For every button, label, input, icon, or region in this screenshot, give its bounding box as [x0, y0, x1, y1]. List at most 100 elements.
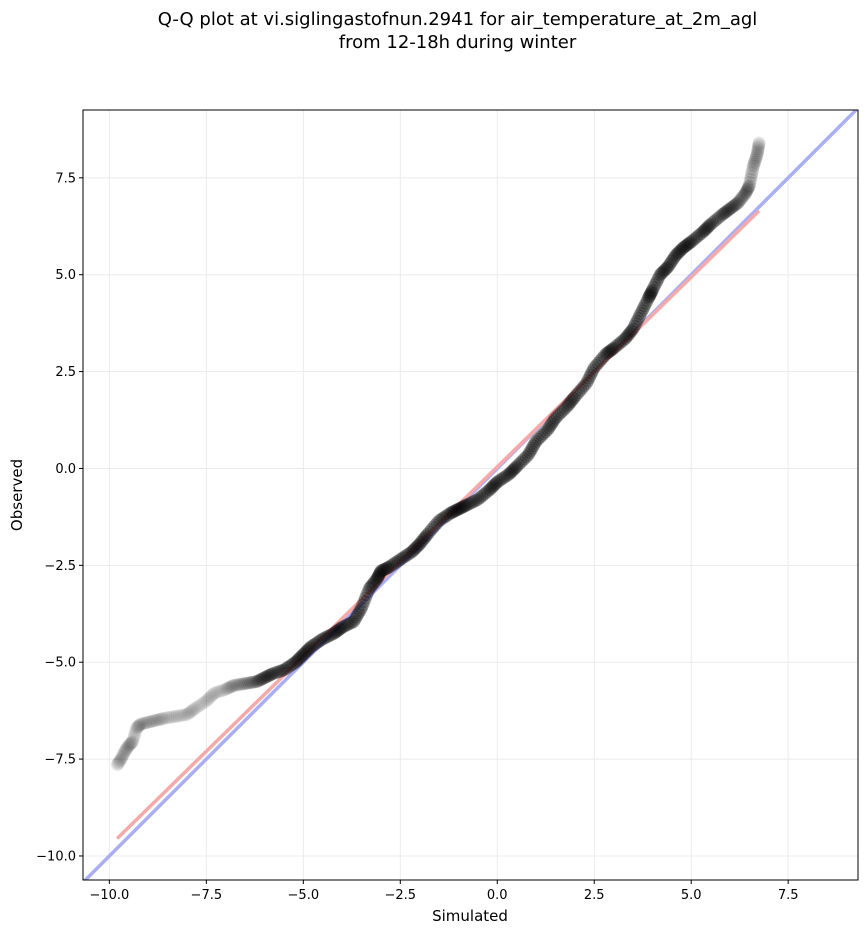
quantile-point — [353, 603, 367, 617]
quantile-point — [391, 554, 405, 568]
quantile-point — [294, 650, 308, 664]
quantile-point — [192, 699, 206, 713]
quantile-point — [335, 620, 349, 634]
quantile-point — [373, 567, 387, 581]
quantile-point — [719, 205, 733, 219]
quantile-point — [567, 391, 581, 405]
quantile-point — [258, 671, 272, 685]
quantile-point — [409, 541, 423, 555]
quantile-point — [586, 363, 600, 377]
quantile-point — [410, 540, 424, 554]
quantile-point — [148, 714, 162, 728]
quantile-point — [561, 398, 575, 412]
quantile-point — [144, 715, 158, 729]
quantile-point — [750, 150, 764, 164]
quantile-point — [110, 758, 124, 772]
quantile-point — [682, 237, 696, 251]
quantile-point — [408, 542, 422, 556]
quantile-point — [546, 415, 560, 429]
quantile-point — [585, 366, 599, 380]
quantile-point — [139, 716, 153, 730]
quantile-point — [318, 631, 332, 645]
quantile-point — [649, 275, 663, 289]
quantile-point — [709, 212, 723, 226]
quantile-point — [479, 486, 493, 500]
quantile-point — [556, 403, 570, 417]
quantile-point — [150, 713, 164, 727]
quantile-point — [542, 421, 556, 435]
quantile-point — [287, 657, 301, 671]
quantile-point — [242, 676, 256, 690]
quantile-point — [625, 324, 639, 338]
quantile-point — [629, 317, 643, 331]
quantile-point — [201, 693, 215, 707]
y-tick-label: 5.0 — [55, 268, 76, 283]
quantile-point — [362, 582, 376, 596]
quantile-point — [438, 510, 452, 524]
quantile-point — [750, 146, 764, 160]
x-tick-label: −10.0 — [89, 888, 129, 903]
quantile-point — [679, 239, 693, 253]
quantile-point — [199, 694, 213, 708]
quantile-point — [724, 201, 738, 215]
quantile-point — [273, 664, 287, 678]
quantile-point — [244, 676, 258, 690]
quantile-point — [405, 545, 419, 559]
quantile-point — [620, 330, 634, 344]
quantile-point — [355, 601, 369, 615]
quantile-point — [652, 270, 666, 284]
quantile-point — [155, 712, 169, 726]
quantile-point — [133, 718, 147, 732]
quantile-point — [206, 688, 220, 702]
quantile-point — [469, 493, 483, 507]
quantile-point — [564, 395, 578, 409]
quantile-point — [301, 642, 315, 656]
quantile-point — [341, 617, 355, 631]
quantile-point — [750, 148, 764, 162]
quantile-point — [202, 691, 216, 705]
x-tick-label: 0.0 — [487, 888, 508, 903]
quantile-point — [299, 645, 313, 659]
quantile-point — [406, 543, 420, 557]
quantile-point — [290, 654, 304, 668]
quantile-point — [729, 197, 743, 211]
quantile-point — [475, 489, 489, 503]
axis-ticks: −10.0 −7.5 −5.0 −2.5 0.0 2.5 5.0 7.5 −10.0 −7.5 −5… — [36, 171, 798, 903]
quantile-point — [279, 662, 293, 676]
quantile-point — [739, 186, 753, 200]
quantile-point — [748, 155, 762, 169]
quantile-point — [261, 669, 275, 683]
x-tick-label: 5.0 — [681, 888, 702, 903]
quantile-point — [265, 667, 279, 681]
quantile-point — [748, 153, 762, 167]
quantile-point — [718, 206, 732, 220]
quantile-point — [133, 717, 147, 731]
quantile-point — [238, 677, 252, 691]
quantile-point — [616, 333, 630, 347]
quantile-point — [436, 511, 450, 525]
quantile-point — [351, 608, 365, 622]
quantile-point — [146, 714, 160, 728]
quantile-point — [450, 503, 464, 517]
quantile-point — [454, 501, 468, 515]
quantile-point — [498, 470, 512, 484]
quantile-point — [696, 225, 710, 239]
quantile-point — [295, 649, 309, 663]
quantile-point — [132, 719, 146, 733]
quantile-point — [434, 512, 448, 526]
quantile-point — [751, 142, 765, 156]
quantile-point — [365, 578, 379, 592]
quantile-point — [733, 193, 747, 207]
quantile-point — [444, 506, 458, 520]
quantile-point — [111, 757, 125, 771]
quantile-point — [737, 188, 751, 202]
quantile-point — [126, 732, 140, 746]
quantile-point — [117, 746, 131, 760]
quantile-point — [195, 697, 209, 711]
quantile-point — [704, 217, 718, 231]
quantile-point — [331, 623, 345, 637]
quantile-point — [581, 374, 595, 388]
quantile-point — [291, 653, 305, 667]
quantile-point — [116, 748, 130, 762]
